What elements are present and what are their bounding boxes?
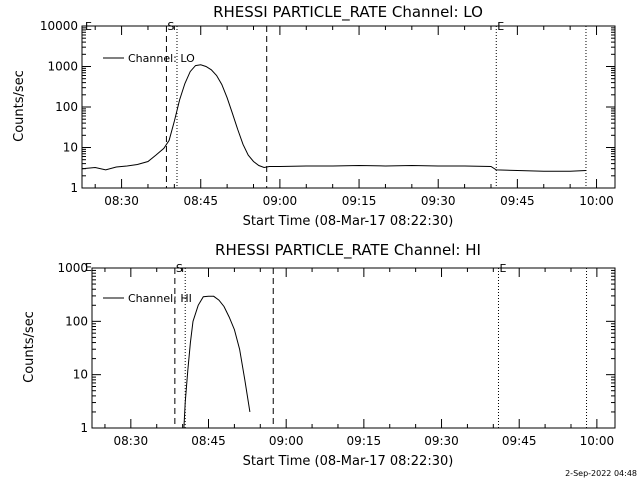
chart-title-lo: RHESSI PARTICLE_RATE Channel: LO: [213, 3, 483, 22]
x-tick-label: 09:00: [269, 434, 304, 448]
series-line: [183, 295, 251, 429]
chart-title-hi: RHESSI PARTICLE_RATE Channel: HI: [215, 241, 481, 260]
x-tick-label: 09:00: [263, 194, 298, 208]
y-tick-label: 1000: [57, 261, 88, 275]
x-tick-label: 09:45: [500, 194, 535, 208]
y-axis-label-hi: Counts/sec: [22, 311, 37, 383]
event-marker-label: E: [497, 20, 504, 33]
y-tick-label: 10: [73, 368, 88, 382]
x-tick-label: 08:45: [191, 434, 226, 448]
x-tick-label: 08:45: [183, 194, 218, 208]
event-marker-label: S: [176, 262, 183, 275]
footer-timestamp: 2-Sep-2022 04:48: [565, 469, 637, 478]
plot-frame: [91, 267, 616, 429]
legend-label-hi: Channel: HI: [128, 292, 192, 305]
legend-label-lo: Channel: LO: [128, 52, 195, 65]
x-tick-label: 09:30: [424, 434, 459, 448]
event-marker-label: S: [167, 20, 174, 33]
y-tick-label: 10: [63, 141, 78, 155]
x-tick-label: 09:45: [502, 434, 537, 448]
y-axis-label-lo: Counts/sec: [12, 70, 27, 142]
x-tick-label: 10:00: [579, 194, 614, 208]
event-marker-label: E: [499, 262, 506, 275]
series-line: [81, 64, 587, 172]
y-tick-label: 1: [80, 421, 88, 435]
y-tick-label: 100: [55, 100, 78, 114]
x-tick-label: 10:00: [580, 434, 615, 448]
plot-area-0: 1 10 100 1000 10000 08:30 08:45 09:00 09:15 09:30…: [40, 19, 616, 208]
x-tick-label: 09:15: [342, 194, 377, 208]
y-tick-label: 1: [70, 181, 78, 195]
x-axis-label-hi: Start Time (08-Mar-17 08:22:30): [243, 454, 454, 469]
y-tick-label: 1000: [47, 60, 78, 74]
x-tick-label: 09:15: [347, 434, 382, 448]
panel-hi: RHESSI PARTICLE_RATE Channel: HI Start T…: [22, 241, 481, 469]
corner-label-hi: E: [85, 261, 92, 274]
plot-area-1: 1 10 100 1000 08:30 08:45 09:00 09:15 09:30 09:45…: [57, 261, 616, 448]
x-tick-label: 08:30: [114, 434, 149, 448]
x-tick-label: 09:30: [421, 194, 456, 208]
x-axis-label-lo: Start Time (08-Mar-17 08:22:30): [243, 214, 454, 229]
y-tick-label: 10000: [40, 19, 78, 33]
y-tick-label: 100: [65, 314, 88, 328]
x-tick-label: 08:30: [104, 194, 139, 208]
